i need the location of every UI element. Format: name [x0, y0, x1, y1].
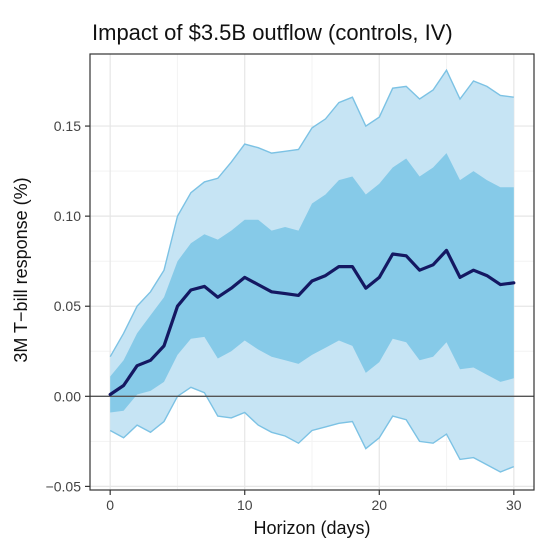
x-tick-label: 10: [237, 497, 253, 513]
x-tick-label: 30: [506, 497, 522, 513]
x-axis: 0 10 20 30: [106, 490, 522, 513]
point-estimate-line: [108, 248, 516, 397]
y-tick-label: 0.15: [54, 118, 81, 134]
y-tick-label: 0.00: [54, 388, 81, 404]
x-tick-label: 20: [371, 497, 387, 513]
y-tick-label: 0.05: [54, 298, 81, 314]
chart-title: Impact of $3.5B outflow (controls, IV): [92, 20, 453, 45]
plot-panel: [89, 53, 535, 491]
panel-border: [89, 53, 535, 491]
x-tick-label: 0: [106, 497, 114, 513]
y-tick-label: −0.05: [46, 478, 82, 494]
x-axis-label: Horizon (days): [253, 518, 370, 538]
y-axis: −0.05 0.00 0.05 0.10 0.15: [46, 118, 90, 494]
y-tick-label: 0.10: [54, 208, 81, 224]
outer-band-upper-edge: [109, 68, 514, 358]
y-axis-label: 3M T−bill response (%): [11, 177, 31, 362]
